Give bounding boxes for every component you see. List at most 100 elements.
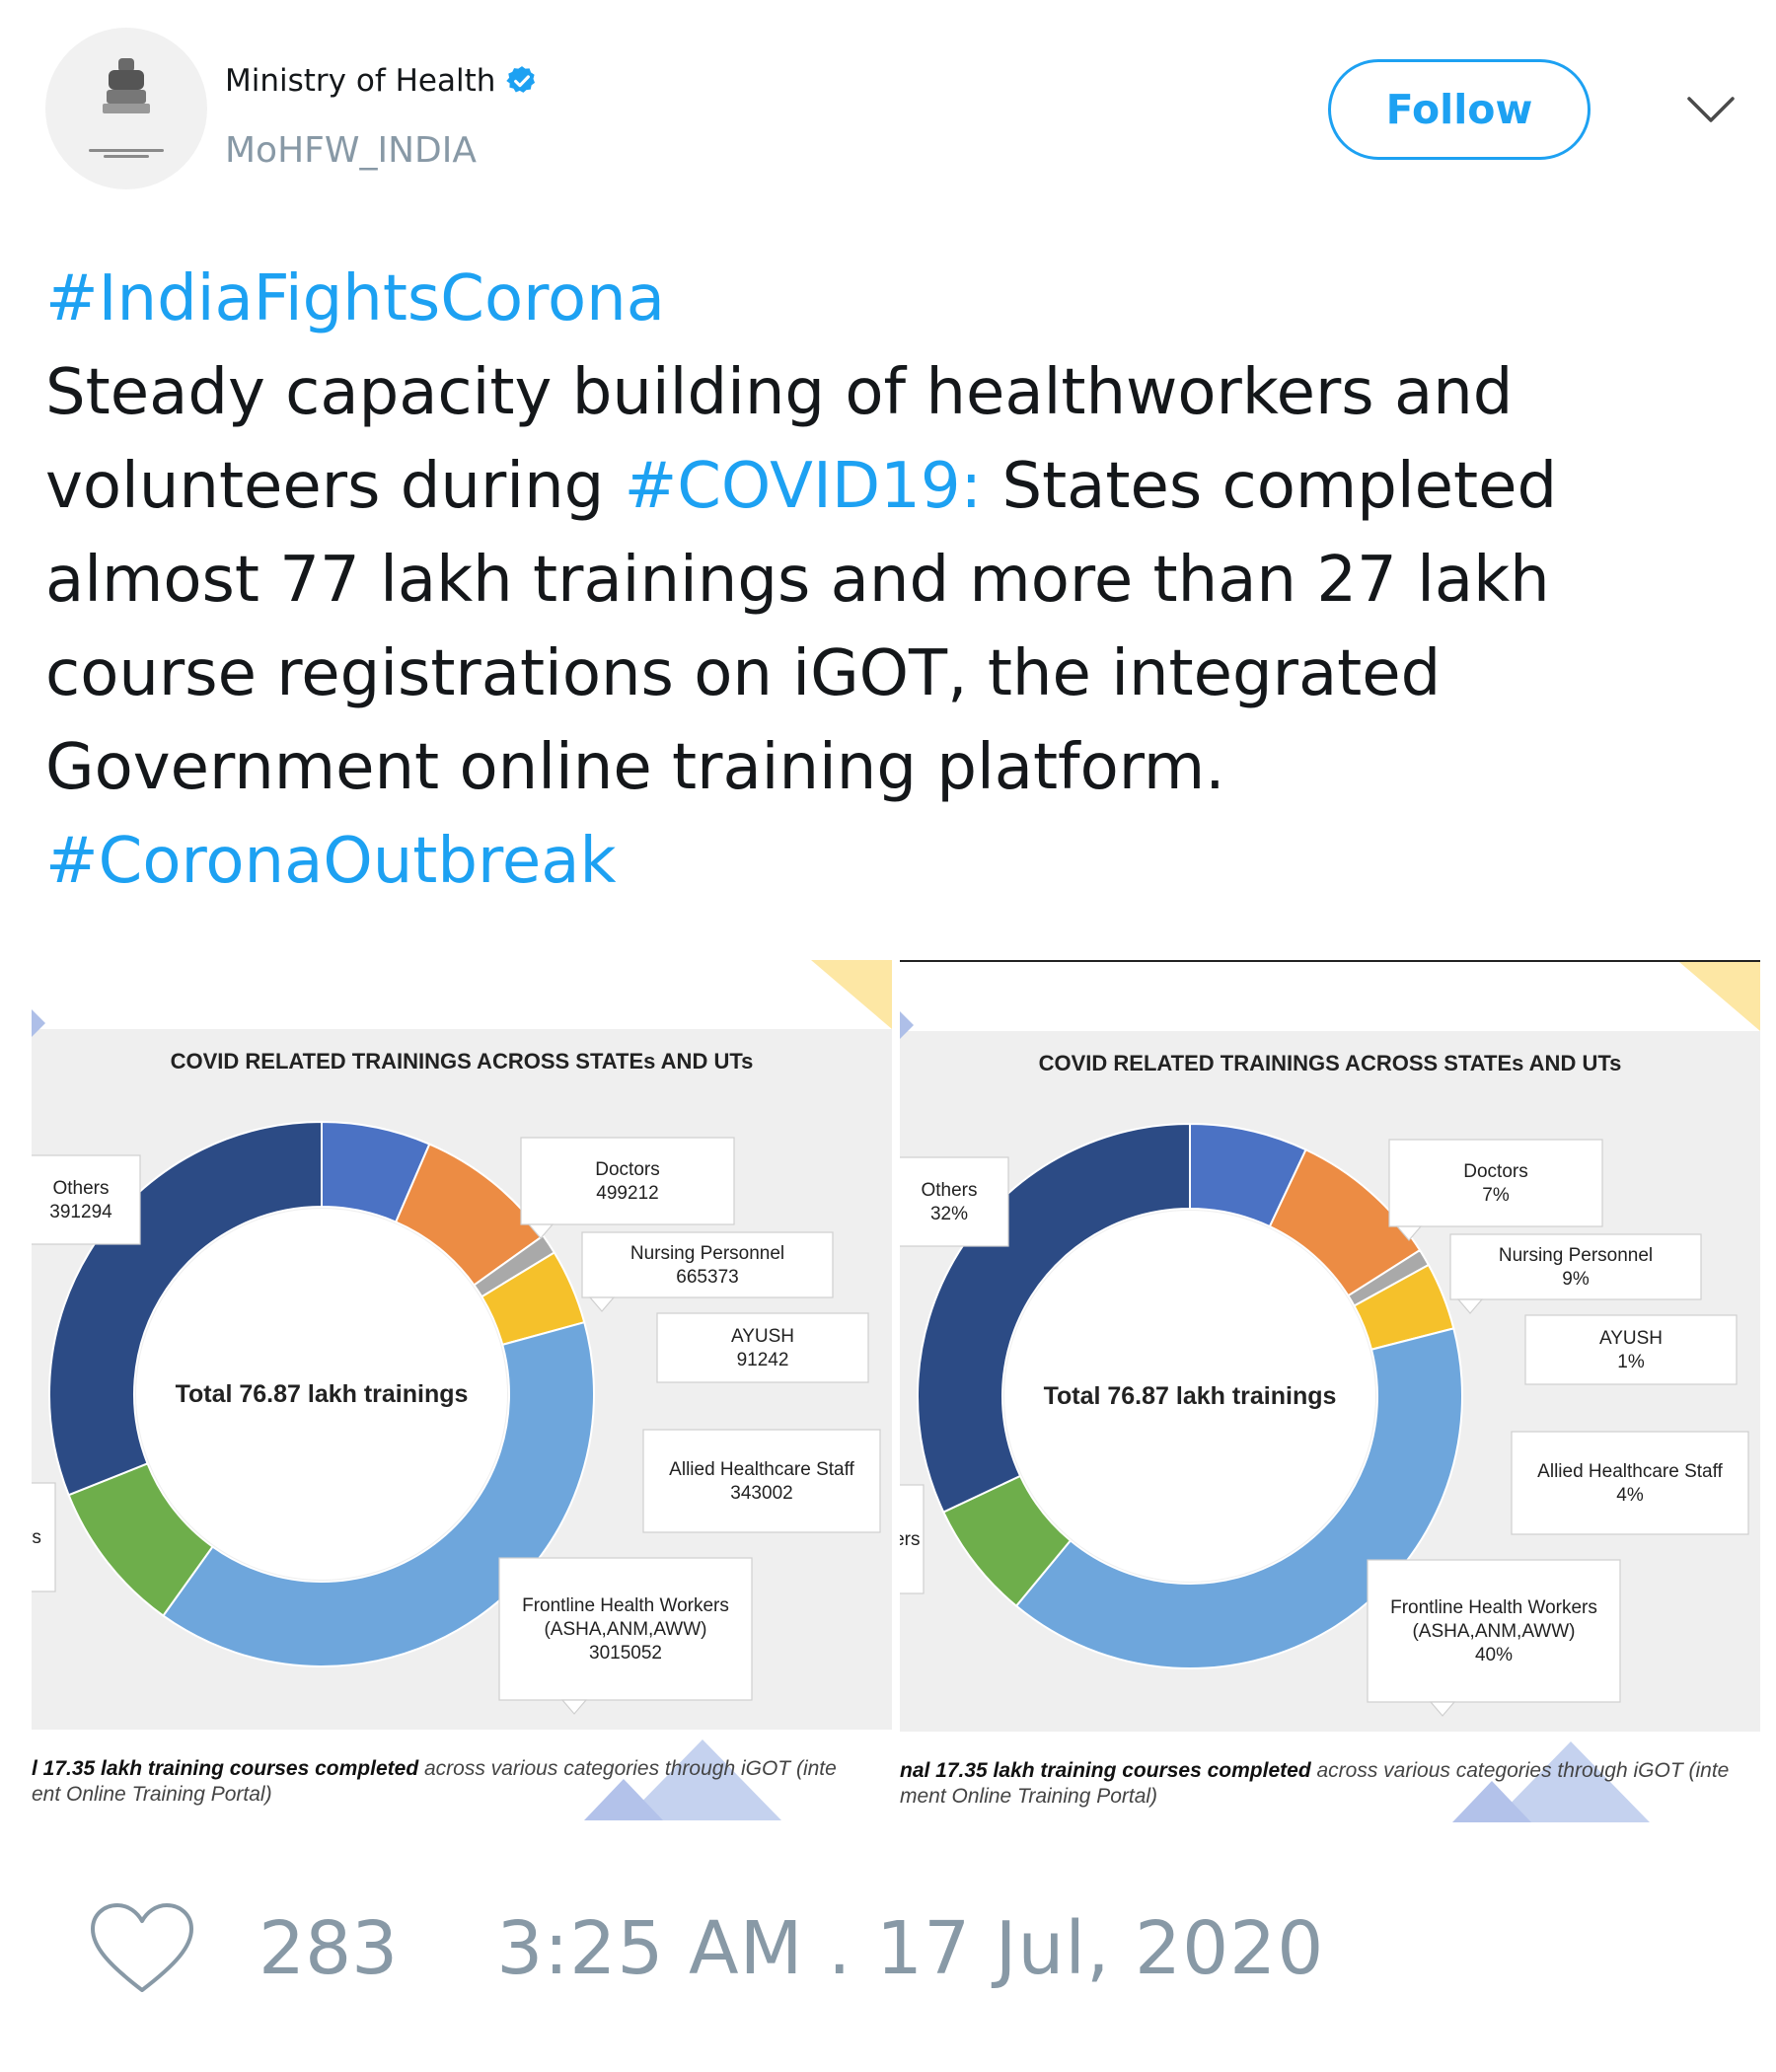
label-doctors-box [520,1137,735,1225]
decor-triangle-bottom [1492,1741,1650,1822]
tweet-footer: 283 3:25 AM . 17 Jul, 2020 [89,1894,1324,2003]
label-ayush-text: 1% [1617,1352,1645,1372]
label-others-box [900,1156,1009,1247]
label-frontline-text: (ASHA,ANM,AWW) [544,1619,706,1640]
label-nursing: Nursing Personnel 9% [1449,1233,1702,1314]
label-allied-text: Allied Healthcare Staff [1537,1461,1723,1482]
tweet-line: almost 77 lakh trainings and more than 2… [45,544,1550,617]
account-handle[interactable]: MoHFW_INDIA [225,130,477,171]
emblem-caption [89,146,164,161]
decor-triangle-bottom-small [1452,1781,1531,1822]
display-name[interactable]: Ministry of Health [225,63,539,99]
label-nursing-box [1449,1233,1702,1300]
label-volunteers: eers [900,1484,925,1594]
label-volunteers-box [32,1482,56,1592]
label-doctors-box [1388,1139,1603,1227]
label-ayush-text: AYUSH [1599,1328,1663,1349]
label-others-text: 391294 [49,1202,112,1222]
label-others-box [32,1154,141,1245]
label-frontline: Frontline Health Workers (ASHA,ANM,AWW) 40… [1367,1559,1621,1717]
label-nursing-pointer [588,1296,616,1312]
tweet-media[interactable]: COVID RELATED TRAININGS ACROSS STATEs AN… [32,960,1760,1822]
label-allied: Allied Healthcare Staff 343002 [642,1429,881,1533]
chart-footnote-line2: ment Online Training Portal) [900,1785,1157,1808]
label-ayush-box [1524,1314,1738,1385]
label-ayush-text: AYUSH [731,1326,794,1347]
label-frontline-text: (ASHA,ANM,AWW) [1412,1621,1575,1642]
decor-triangle-bottom-small [584,1779,663,1820]
donut-chart-1: COVID RELATED TRAININGS ACROSS STATEs AN… [32,960,892,1820]
tweet-line: volunteers during [45,450,625,523]
hashtag-link[interactable]: #COVID19: [624,450,983,523]
label-frontline-box [1367,1559,1621,1703]
hashtag-link[interactable]: #IndiaFightsCorona [45,262,665,335]
account-avatar[interactable] [45,28,207,189]
label-frontline-text: 3015052 [589,1643,662,1664]
tweet-line: Government online training platform. [45,731,1225,804]
label-allied-box [1511,1431,1749,1535]
label-nursing-text: Nursing Personnel [630,1243,784,1264]
follow-button[interactable]: Follow [1328,59,1591,160]
label-frontline-text: Frontline Health Workers [522,1595,729,1616]
label-allied: Allied Healthcare Staff 4% [1511,1431,1749,1535]
donut-hole [136,1209,507,1580]
decor-triangle-left [32,1009,45,1037]
label-nursing-text: Nursing Personnel [1499,1245,1653,1266]
decor-corner-top [1679,962,1760,1031]
hashtag-link[interactable]: #CoronaOutbreak [45,825,617,898]
label-others-text: Others [52,1178,109,1199]
tweet-text: #IndiaFightsCorona Steady capacity build… [45,253,1742,909]
label-doctors: Doctors 499212 [520,1137,735,1239]
verified-badge-icon [506,66,536,93]
center-label: Total 76.87 lakh trainings [1044,1382,1337,1410]
label-frontline-text: Frontline Health Workers [1390,1597,1597,1618]
tweet-line: Steady capacity building of healthworker… [45,356,1514,429]
chart-title: COVID RELATED TRAININGS ACROSS STATEs AN… [1039,1051,1622,1075]
chart-footnote: nal 17.35 lakh training courses complete… [900,1759,1729,1782]
label-nursing-text: 665373 [676,1267,738,1288]
label-nursing-text: 9% [1562,1269,1590,1290]
label-allied-text: 343002 [730,1483,792,1504]
center-label: Total 76.87 lakh trainings [176,1380,469,1408]
national-emblem-icon [103,58,150,113]
label-others-text: Others [921,1180,977,1201]
display-name-text: Ministry of Health [225,63,496,99]
decor-triangle-left [900,1011,914,1039]
slice-frontline [162,1320,595,1667]
label-doctors-text: Doctors [1463,1161,1527,1182]
decor-triangle-bottom [624,1739,781,1820]
label-volunteers: rs [32,1482,56,1592]
label-volunteers-box [900,1484,925,1594]
label-doctors-text: 7% [1482,1185,1510,1206]
label-frontline: Frontline Health Workers (ASHA,ANM,AWW) 30… [498,1557,753,1715]
label-others-text: 32% [930,1204,968,1224]
media-image-2[interactable]: COVID RELATED TRAININGS ACROSS STATEs AN… [900,960,1760,1822]
tweet-line: States completed [982,450,1558,523]
label-doctors-pointer [1395,1225,1423,1241]
label-nursing-pointer [1456,1298,1484,1314]
label-ayush-text: 91242 [737,1350,789,1370]
label-frontline-box [498,1557,753,1701]
chart-footnote: l 17.35 lakh training courses completed … [32,1757,837,1780]
label-doctors-text: Doctors [595,1159,659,1180]
decor-corner-top [811,960,892,1029]
chevron-down-icon[interactable] [1685,85,1737,136]
label-frontline-text: 40% [1475,1645,1513,1665]
like-count[interactable]: 283 [259,1906,399,1991]
label-others: Others 391294 [32,1154,141,1245]
tweet-line: course registrations on iGOT, the integr… [45,637,1442,710]
slice-frontline [1014,1327,1463,1669]
label-doctors-text: 499212 [596,1183,658,1204]
tweet-timestamp[interactable]: 3:25 AM . 17 Jul, 2020 [496,1906,1325,1991]
media-image-1[interactable]: COVID RELATED TRAININGS ACROSS STATEs AN… [32,960,892,1820]
label-volunteers-text: eers [900,1529,920,1550]
label-ayush: AYUSH 91242 [656,1312,869,1383]
chart-footnote-line2: ent Online Training Portal) [32,1783,272,1806]
label-nursing: Nursing Personnel 665373 [581,1231,834,1312]
heart-icon[interactable] [89,1901,195,1996]
label-frontline-pointer [1429,1701,1456,1717]
label-allied-text: Allied Healthcare Staff [669,1459,854,1480]
label-volunteers-text: rs [32,1527,41,1548]
label-nursing-box [581,1231,834,1298]
chart-title: COVID RELATED TRAININGS ACROSS STATEs AN… [171,1049,754,1073]
